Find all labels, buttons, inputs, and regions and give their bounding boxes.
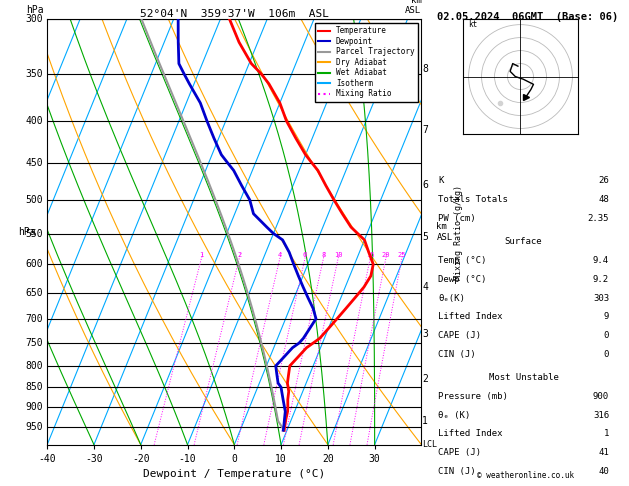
Text: 300: 300 bbox=[26, 15, 43, 24]
Text: CIN (J): CIN (J) bbox=[438, 350, 476, 359]
Text: © weatheronline.co.uk: © weatheronline.co.uk bbox=[477, 471, 574, 480]
Text: kt: kt bbox=[469, 20, 478, 29]
Text: 1: 1 bbox=[422, 416, 428, 426]
Text: 4: 4 bbox=[278, 252, 282, 259]
Title: 52°04'N  359°37'W  106m  ASL: 52°04'N 359°37'W 106m ASL bbox=[140, 9, 329, 18]
Text: 650: 650 bbox=[26, 288, 43, 297]
Text: K: K bbox=[438, 176, 443, 185]
Text: 900: 900 bbox=[593, 392, 609, 401]
Text: 2: 2 bbox=[422, 374, 428, 384]
Text: 25: 25 bbox=[398, 252, 406, 259]
Text: 40: 40 bbox=[598, 467, 609, 476]
Text: 8: 8 bbox=[422, 64, 428, 74]
Text: 0: 0 bbox=[604, 350, 609, 359]
Text: CAPE (J): CAPE (J) bbox=[438, 448, 481, 457]
Text: km
ASL: km ASL bbox=[437, 223, 452, 242]
Text: 500: 500 bbox=[26, 195, 43, 205]
Text: 700: 700 bbox=[26, 313, 43, 324]
Text: 3: 3 bbox=[422, 329, 428, 339]
Text: 16: 16 bbox=[366, 252, 374, 259]
Text: 350: 350 bbox=[26, 69, 43, 79]
Text: 900: 900 bbox=[26, 402, 43, 413]
Text: Lifted Index: Lifted Index bbox=[438, 312, 503, 321]
Text: 8: 8 bbox=[321, 252, 326, 259]
Text: 750: 750 bbox=[26, 338, 43, 348]
Text: Most Unstable: Most Unstable bbox=[489, 373, 559, 382]
Text: 7: 7 bbox=[422, 125, 428, 135]
Text: hPa: hPa bbox=[26, 5, 44, 15]
Text: 9: 9 bbox=[604, 312, 609, 321]
Text: θₑ (K): θₑ (K) bbox=[438, 411, 470, 419]
X-axis label: Dewpoint / Temperature (°C): Dewpoint / Temperature (°C) bbox=[143, 469, 325, 479]
Text: 48: 48 bbox=[598, 195, 609, 204]
Text: 20: 20 bbox=[382, 252, 390, 259]
Text: 02.05.2024  06GMT  (Base: 06): 02.05.2024 06GMT (Base: 06) bbox=[437, 12, 618, 22]
Text: 10: 10 bbox=[334, 252, 342, 259]
Text: Surface: Surface bbox=[505, 237, 542, 246]
Text: 303: 303 bbox=[593, 294, 609, 303]
Text: 600: 600 bbox=[26, 259, 43, 269]
Text: hPa: hPa bbox=[18, 227, 35, 237]
Text: θₑ(K): θₑ(K) bbox=[438, 294, 465, 303]
Text: 0: 0 bbox=[604, 331, 609, 340]
Text: 400: 400 bbox=[26, 116, 43, 126]
Text: 5: 5 bbox=[422, 232, 428, 242]
Text: CAPE (J): CAPE (J) bbox=[438, 331, 481, 340]
Text: Temp (°C): Temp (°C) bbox=[438, 256, 487, 265]
Text: 2.35: 2.35 bbox=[587, 214, 609, 223]
Text: CIN (J): CIN (J) bbox=[438, 467, 476, 476]
Text: Pressure (mb): Pressure (mb) bbox=[438, 392, 508, 401]
Legend: Temperature, Dewpoint, Parcel Trajectory, Dry Adiabat, Wet Adiabat, Isotherm, Mi: Temperature, Dewpoint, Parcel Trajectory… bbox=[315, 23, 418, 102]
Text: 800: 800 bbox=[26, 361, 43, 371]
Text: 6: 6 bbox=[303, 252, 307, 259]
Text: 9.4: 9.4 bbox=[593, 256, 609, 265]
Text: 850: 850 bbox=[26, 382, 43, 392]
Text: 26: 26 bbox=[598, 176, 609, 185]
Text: Mixing Ratio (g/kg): Mixing Ratio (g/kg) bbox=[454, 185, 464, 279]
Text: 6: 6 bbox=[422, 180, 428, 191]
Text: 316: 316 bbox=[593, 411, 609, 419]
Text: 1: 1 bbox=[604, 430, 609, 438]
Text: 2: 2 bbox=[237, 252, 242, 259]
Text: 450: 450 bbox=[26, 157, 43, 168]
Text: 550: 550 bbox=[26, 228, 43, 239]
Text: 950: 950 bbox=[26, 421, 43, 432]
Text: Totals Totals: Totals Totals bbox=[438, 195, 508, 204]
Text: Lifted Index: Lifted Index bbox=[438, 430, 503, 438]
Text: Dewp (°C): Dewp (°C) bbox=[438, 275, 487, 284]
Text: 41: 41 bbox=[598, 448, 609, 457]
Text: 9.2: 9.2 bbox=[593, 275, 609, 284]
Text: 1: 1 bbox=[199, 252, 204, 259]
Text: PW (cm): PW (cm) bbox=[438, 214, 476, 223]
Text: km
ASL: km ASL bbox=[405, 0, 421, 15]
Text: 4: 4 bbox=[422, 282, 428, 292]
Text: LCL: LCL bbox=[422, 440, 437, 449]
